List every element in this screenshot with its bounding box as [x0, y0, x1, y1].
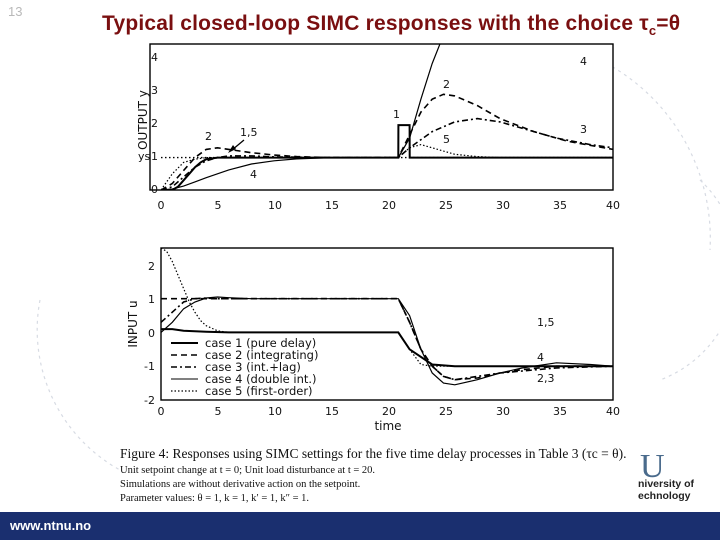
xtick-label: 20 — [382, 199, 396, 212]
output-ylabel: OUTPUT y — [136, 90, 150, 150]
title-tau: τ — [639, 12, 649, 35]
caption-figure-line: Figure 4: Responses using SIMC settings … — [120, 446, 627, 461]
input-chart: 0 5 10 15 20 25 30 35 40 -2 -1 0 1 2 INP… — [126, 247, 621, 433]
xtick-label: 0 — [158, 199, 165, 212]
legend-entry: case 4 (double int.) — [205, 372, 317, 386]
input-yticks: -2 -1 0 1 2 — [144, 260, 155, 407]
legend: case 1 (pure delay) case 2 (integrating)… — [171, 336, 318, 398]
footer-url-link[interactable]: www.ntnu.no — [10, 518, 92, 533]
legend-entry: case 2 (integrating) — [205, 348, 318, 362]
output-xticks: 0 5 10 15 20 25 30 35 40 — [158, 199, 621, 212]
series-line-case-2 — [161, 297, 613, 381]
xtick-label: 35 — [553, 405, 567, 418]
annotation-label: 1,5 — [537, 316, 555, 329]
ytick-label: -1 — [144, 360, 155, 373]
annotation-label: 5 — [443, 133, 450, 146]
xtick-label: 10 — [268, 405, 282, 418]
footer-bar: www.ntnu.no — [0, 512, 720, 540]
xtick-label: 30 — [496, 199, 510, 212]
xtick-label: 35 — [553, 199, 567, 212]
setpoint-label: ys — [138, 150, 151, 163]
series-line-case-4 — [161, 296, 613, 386]
annotation-label: 2,3 — [537, 372, 555, 385]
annotation-label: 1,5 — [240, 126, 258, 139]
annotation-label: 2 — [205, 130, 212, 143]
annotation-label: 4 — [537, 351, 544, 364]
annotation-label: 4 — [580, 55, 587, 68]
caption-line: Parameter values: θ = 1, k = 1, k′ = 1, … — [120, 493, 310, 504]
annotation-label: 3 — [580, 123, 587, 136]
figure-caption: Figure 4: Responses using SIMC settings … — [120, 446, 650, 504]
slide-title: Typical closed-loop SIMC responses with … — [102, 12, 680, 38]
xtick-label: 20 — [382, 405, 396, 418]
xtick-label: 40 — [606, 199, 620, 212]
legend-entry: case 3 (int.+lag) — [205, 360, 301, 374]
input-xlabel: time — [374, 419, 401, 433]
xtick-label: 15 — [325, 199, 339, 212]
xtick-label: 10 — [268, 199, 282, 212]
caption-line: Simulations are without derivative actio… — [120, 479, 361, 490]
title-sub: c — [648, 23, 657, 39]
annotation-label: 4 — [250, 168, 257, 181]
logo-line: echnology — [638, 490, 691, 502]
xtick-label: 30 — [496, 405, 510, 418]
xtick-label: 5 — [215, 405, 222, 418]
ytick-label: 0 — [151, 183, 158, 196]
series-line-case-1 — [161, 124, 613, 190]
series-line-case-3 — [161, 117, 613, 190]
ytick-label: 1 — [148, 293, 155, 306]
title-suffix: =θ — [656, 12, 681, 35]
output-plot-frame — [149, 43, 614, 191]
xtick-label: 5 — [215, 199, 222, 212]
annotation-arrowhead — [228, 145, 236, 153]
input-ylabel: INPUT u — [126, 300, 140, 347]
xtick-label: 0 — [158, 405, 165, 418]
title-prefix: Typical closed-loop SIMC responses with … — [102, 12, 640, 35]
legend-entry: case 5 (first-order) — [205, 384, 313, 398]
university-logo-text: niversity of echnology — [638, 478, 694, 502]
deco-arc-left — [36, 299, 121, 471]
input-annotations: 1,5 4 2,3 — [537, 316, 555, 385]
xtick-label: 15 — [325, 405, 339, 418]
input-plot-frame — [160, 247, 614, 401]
slide-number: 13 — [8, 4, 23, 19]
annotation-label: 2 — [443, 78, 450, 91]
output-chart: 0 5 10 15 20 25 30 35 40 0 1 2 3 4 OUTPU… — [136, 43, 621, 212]
input-series-group — [161, 248, 613, 386]
ytick-label: 1 — [151, 150, 158, 163]
annotation-label: 1 — [393, 108, 400, 121]
ytick-label: -2 — [144, 394, 155, 407]
xtick-label: 40 — [606, 405, 620, 418]
legend-entry: case 1 (pure delay) — [205, 336, 316, 350]
xtick-label: 25 — [439, 405, 453, 418]
output-series-group — [161, 44, 613, 190]
xtick-label: 25 — [439, 199, 453, 212]
ytick-label: 3 — [151, 84, 158, 97]
caption-line: Unit setpoint change at t = 0; Unit load… — [120, 465, 376, 476]
university-logo-letter: U — [640, 448, 665, 485]
ytick-label: 2 — [148, 260, 155, 273]
series-line-case-4 — [161, 44, 441, 190]
ytick-label: 4 — [151, 51, 158, 64]
ytick-label: 0 — [148, 327, 155, 340]
input-xticks: 0 5 10 15 20 25 30 35 40 — [158, 405, 621, 418]
output-yticks: 0 1 2 3 4 — [151, 51, 158, 196]
ytick-label: 2 — [151, 117, 158, 130]
logo-line: niversity of — [638, 478, 695, 490]
output-annotations: 2 1,5 4 1 2 5 3 4 — [205, 55, 587, 181]
